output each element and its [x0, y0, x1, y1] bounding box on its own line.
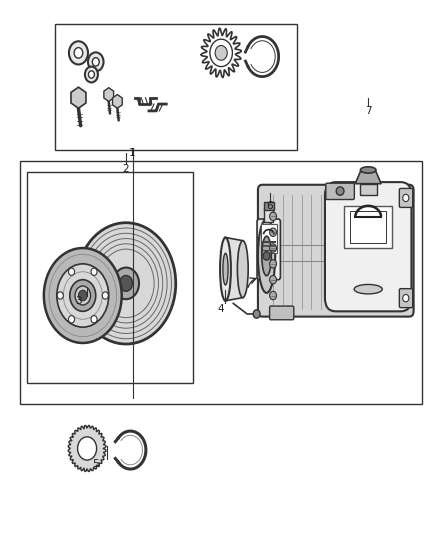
- Bar: [27, 172, 193, 383]
- Bar: [55, 24, 297, 150]
- FancyBboxPatch shape: [326, 183, 354, 199]
- Circle shape: [68, 268, 74, 276]
- Bar: [261, 224, 276, 253]
- Ellipse shape: [354, 285, 382, 294]
- Circle shape: [57, 292, 64, 299]
- Circle shape: [74, 47, 83, 58]
- Circle shape: [68, 316, 74, 323]
- Circle shape: [78, 290, 87, 301]
- Circle shape: [270, 228, 276, 237]
- Circle shape: [78, 437, 97, 460]
- Ellipse shape: [258, 219, 275, 293]
- Ellipse shape: [262, 236, 271, 276]
- Circle shape: [270, 292, 276, 300]
- FancyBboxPatch shape: [270, 306, 294, 320]
- Text: 5: 5: [92, 459, 99, 469]
- Circle shape: [263, 252, 270, 260]
- Circle shape: [215, 45, 227, 60]
- FancyBboxPatch shape: [399, 189, 413, 207]
- Circle shape: [403, 294, 409, 302]
- Circle shape: [120, 276, 133, 292]
- Bar: [350, 211, 386, 243]
- Circle shape: [57, 264, 109, 327]
- Bar: [20, 161, 422, 403]
- Circle shape: [91, 268, 97, 276]
- Text: 7: 7: [365, 106, 371, 116]
- Circle shape: [270, 244, 276, 252]
- FancyBboxPatch shape: [257, 219, 280, 280]
- Polygon shape: [226, 238, 243, 301]
- Circle shape: [70, 280, 96, 311]
- Text: 1: 1: [129, 148, 136, 158]
- Circle shape: [270, 276, 276, 284]
- Circle shape: [270, 260, 276, 268]
- Circle shape: [253, 310, 260, 318]
- Circle shape: [88, 71, 95, 78]
- Circle shape: [270, 212, 276, 221]
- Ellipse shape: [223, 253, 228, 285]
- Ellipse shape: [336, 187, 344, 195]
- Circle shape: [88, 52, 103, 71]
- Circle shape: [403, 194, 409, 201]
- FancyBboxPatch shape: [325, 182, 411, 311]
- Circle shape: [210, 39, 233, 67]
- FancyBboxPatch shape: [399, 289, 413, 308]
- Circle shape: [113, 268, 139, 299]
- Circle shape: [85, 67, 98, 83]
- Text: 3: 3: [75, 296, 82, 306]
- Circle shape: [92, 58, 99, 66]
- Circle shape: [69, 41, 88, 64]
- Bar: [264, 201, 274, 209]
- Text: 6: 6: [266, 201, 273, 211]
- Polygon shape: [68, 425, 106, 472]
- FancyBboxPatch shape: [258, 185, 413, 317]
- Bar: [344, 206, 392, 248]
- Circle shape: [76, 223, 176, 344]
- Ellipse shape: [360, 167, 376, 173]
- Text: 4: 4: [218, 304, 224, 314]
- Bar: [360, 184, 377, 195]
- Circle shape: [91, 316, 97, 323]
- Text: 2: 2: [123, 164, 129, 174]
- Ellipse shape: [237, 241, 248, 297]
- Bar: [265, 208, 273, 222]
- Polygon shape: [355, 172, 381, 184]
- Circle shape: [75, 286, 91, 305]
- Circle shape: [44, 248, 122, 343]
- Ellipse shape: [220, 238, 231, 301]
- Circle shape: [102, 292, 108, 299]
